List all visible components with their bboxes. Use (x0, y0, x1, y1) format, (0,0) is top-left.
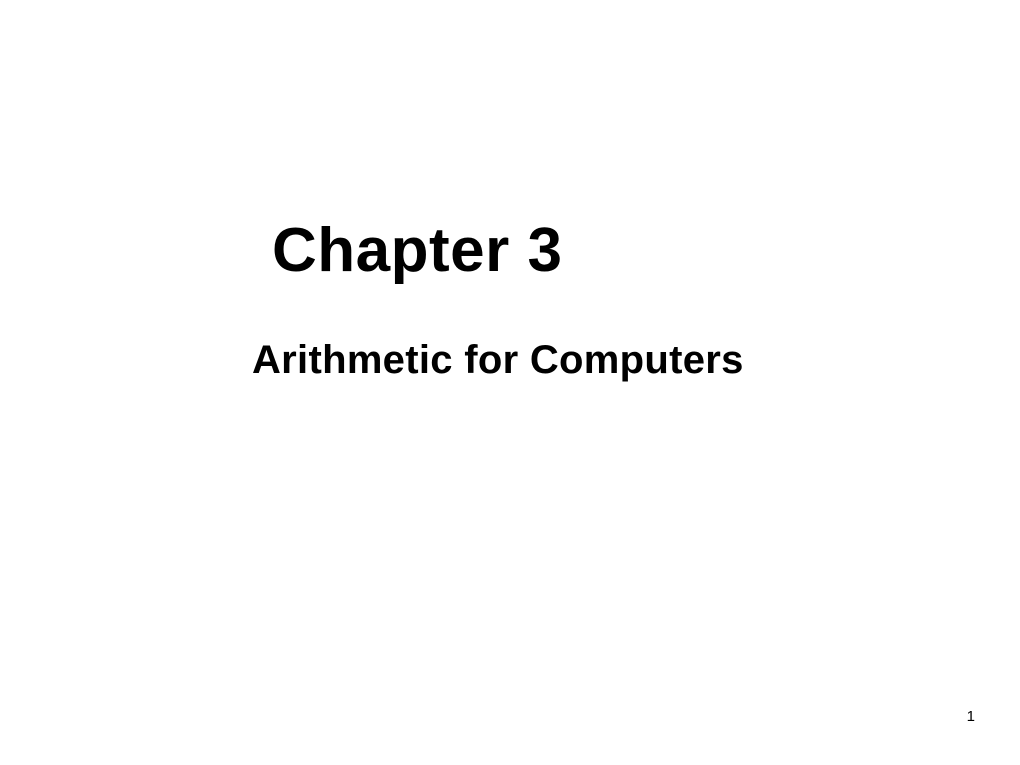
chapter-subtitle: Arithmetic for Computers (252, 338, 744, 383)
chapter-title: Chapter 3 (272, 215, 562, 286)
page-number: 1 (967, 708, 975, 725)
